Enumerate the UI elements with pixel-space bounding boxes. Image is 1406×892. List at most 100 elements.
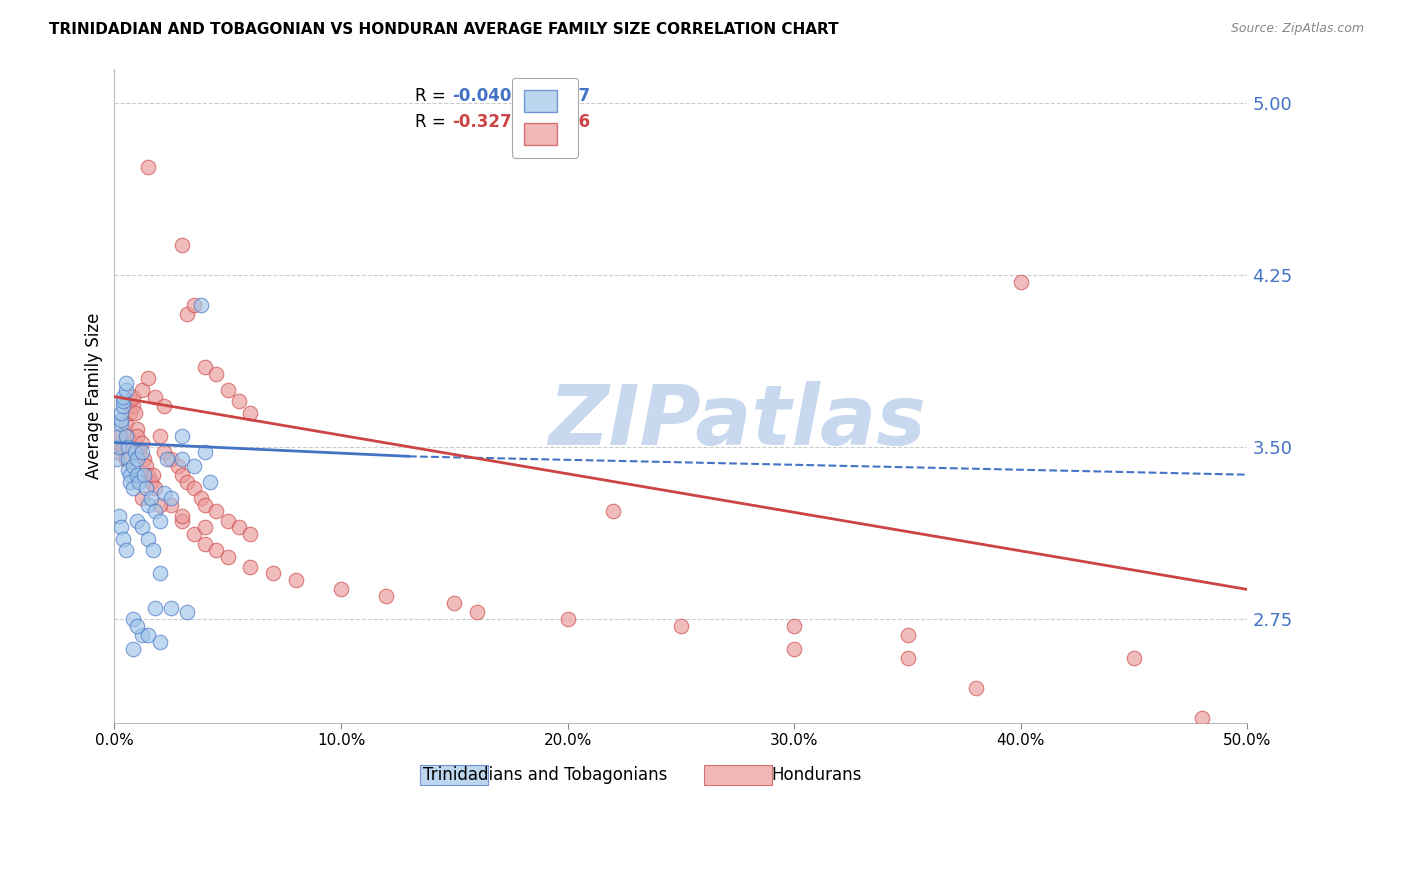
Point [183,527,205,541]
Point [176,606,198,620]
Point [105,444,128,458]
Text: Source: ZipAtlas.com: Source: ZipAtlas.com [1230,22,1364,36]
Point [142,467,165,482]
Point [783,619,806,633]
Point [183,482,205,496]
Point [121,642,143,657]
Point [108,428,131,442]
Point [117,463,139,477]
Point [138,628,160,642]
Point [172,238,194,252]
Point [160,491,183,505]
Point [153,399,176,413]
Point [198,475,221,489]
Point [228,394,250,409]
Point [602,504,624,518]
Point [143,482,166,496]
Point [110,412,132,426]
Point [131,520,153,534]
Point [128,475,150,489]
Point [112,399,135,413]
Point [131,444,153,458]
Point [194,498,217,512]
Point [669,619,692,633]
Point [138,371,160,385]
Point [117,440,139,454]
Point [105,451,128,466]
Point [1232,727,1254,741]
Point [121,390,143,404]
Point [194,444,217,458]
Point [120,475,142,489]
Point [125,514,148,528]
Point [131,491,153,505]
Point [128,444,150,458]
Point [112,532,135,546]
Point [194,359,217,374]
Point [114,543,136,558]
Point [176,475,198,489]
Point [149,635,172,649]
Point [138,467,160,482]
Point [110,428,132,442]
Point [262,566,284,581]
Point [190,491,212,505]
Text: N =: N = [540,113,576,131]
Point [125,428,148,442]
Point [120,406,142,420]
Point [896,651,918,665]
Point [143,600,166,615]
Point [120,394,142,409]
Point [160,600,183,615]
Point [135,458,157,473]
FancyBboxPatch shape [420,765,488,785]
Y-axis label: Average Family Size: Average Family Size [86,312,103,479]
Point [108,440,131,454]
Point [135,482,157,496]
Point [1191,711,1213,725]
Point [125,422,148,436]
Point [167,458,190,473]
Point [783,642,806,657]
Point [121,399,143,413]
Point [239,527,262,541]
Point [149,566,172,581]
Point [205,367,228,381]
Point [143,504,166,518]
Text: -0.040: -0.040 [453,87,512,105]
Point [217,550,239,565]
Point [114,417,136,432]
Point [205,504,228,518]
Point [131,435,153,450]
Text: R =: R = [415,87,451,105]
FancyBboxPatch shape [703,765,772,785]
Point [125,467,148,482]
Point [142,543,165,558]
Text: 76: 76 [568,113,591,131]
Point [120,467,142,482]
Point [172,508,194,523]
Point [965,681,987,695]
Point [557,612,579,626]
Point [194,520,217,534]
Point [149,428,172,442]
Text: TRINIDADIAN AND TOBAGONIAN VS HONDURAN AVERAGE FAMILY SIZE CORRELATION CHART: TRINIDADIAN AND TOBAGONIAN VS HONDURAN A… [49,22,839,37]
Point [375,590,398,604]
Point [108,435,131,450]
Point [112,394,135,409]
Point [125,451,148,466]
Text: R =: R = [415,113,451,131]
Text: ZIPatlas: ZIPatlas [548,381,927,462]
Point [110,406,132,420]
Point [110,520,132,534]
Point [284,574,307,588]
Point [465,606,488,620]
Text: N =: N = [540,87,576,105]
Point [176,307,198,321]
Legend: , : , [512,78,578,158]
Point [183,298,205,312]
Point [112,390,135,404]
Text: Hondurans: Hondurans [772,766,862,784]
Point [114,451,136,466]
Point [124,406,146,420]
